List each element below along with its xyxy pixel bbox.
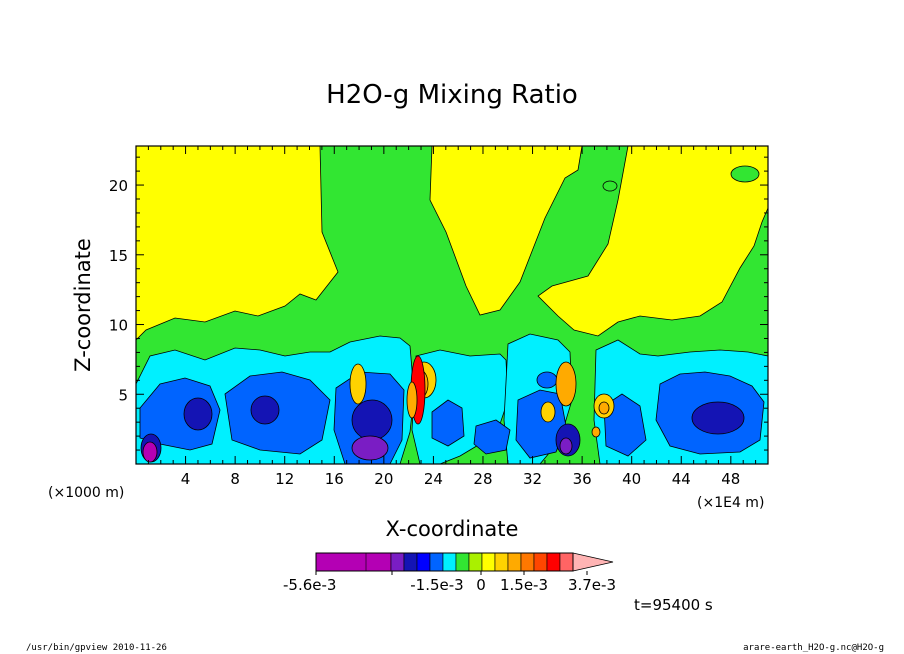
colorbar-swatch bbox=[559, 552, 574, 572]
region-blue-core bbox=[431, 399, 465, 447]
footer-left: /usr/bin/gpview 2010-11-26 bbox=[26, 643, 167, 653]
colorbar-swatch bbox=[340, 552, 367, 572]
x-tick-label: 32 bbox=[523, 470, 542, 488]
field-contours bbox=[135, 145, 769, 465]
colorbar-swatch bbox=[533, 552, 548, 572]
x-tick-label: 40 bbox=[622, 470, 641, 488]
region-darkblue-core bbox=[250, 395, 280, 425]
region-orange-plume bbox=[598, 401, 610, 415]
colorbar-swatch bbox=[455, 552, 470, 572]
region-blue-core bbox=[536, 371, 558, 389]
plot-frame bbox=[135, 145, 769, 465]
time-label: t=95400 s bbox=[634, 596, 713, 614]
plot-area bbox=[135, 145, 769, 465]
footer-right: arare-earth_H2O-g.nc@H2O-g bbox=[743, 643, 884, 653]
colorbar-swatch bbox=[429, 552, 444, 572]
region-green-spot bbox=[730, 165, 760, 183]
colorbar-swatch bbox=[442, 552, 457, 572]
region-orange-plume bbox=[540, 401, 556, 423]
region-darkblue-core bbox=[351, 399, 393, 441]
region-blue-core bbox=[473, 419, 511, 455]
region-darkblue-core bbox=[691, 401, 745, 435]
x-tick-label: 44 bbox=[672, 470, 691, 488]
colorbar-swatch bbox=[520, 552, 535, 572]
colorbar-swatch bbox=[390, 552, 405, 572]
y-axis: 5 10 15 20 bbox=[109, 156, 768, 451]
region-orange-plume bbox=[406, 381, 418, 419]
colorbar-tick-label: 1.5e-3 bbox=[500, 576, 548, 594]
y-tick-label: 20 bbox=[109, 177, 128, 195]
x-tick-label: 48 bbox=[721, 470, 740, 488]
x-tick-label: 28 bbox=[473, 470, 492, 488]
colorbar-swatch bbox=[572, 552, 614, 572]
y-tick-label: 10 bbox=[109, 317, 128, 335]
colorbar-swatch bbox=[494, 552, 509, 572]
colorbar-tick-label: 3.7e-3 bbox=[568, 576, 616, 594]
x-units-left: (×1000 m) bbox=[48, 485, 124, 501]
colorbar-swatch bbox=[481, 552, 496, 572]
colorbar: -5.6e-3 -1.5e-3 0 1.5e-3 3.7e-3 bbox=[283, 552, 616, 594]
region-orange-plume bbox=[555, 361, 577, 407]
region-orange-plume bbox=[349, 363, 367, 405]
region-orange-plume bbox=[591, 426, 601, 438]
region-blue-core bbox=[603, 393, 647, 457]
y-tick-label: 5 bbox=[118, 386, 128, 404]
region-green-spot bbox=[602, 180, 618, 192]
colorbar-swatch bbox=[315, 552, 342, 572]
x-tick-label: 20 bbox=[374, 470, 393, 488]
region-darkblue-core bbox=[183, 397, 213, 431]
colorbar-tick-label: -1.5e-3 bbox=[410, 576, 463, 594]
x-tick-label: 8 bbox=[230, 470, 240, 488]
region-magenta-core bbox=[142, 441, 158, 463]
chart-title: H2O-g Mixing Ratio bbox=[326, 80, 578, 110]
colorbar-swatch bbox=[403, 552, 418, 572]
x-tick-label: 12 bbox=[275, 470, 294, 488]
x-tick-label: 16 bbox=[325, 470, 344, 488]
colorbar-swatch bbox=[507, 552, 522, 572]
colorbar-tick-label: 0 bbox=[476, 576, 486, 594]
x-axis-label: X-coordinate bbox=[386, 517, 519, 541]
colorbar-swatch bbox=[365, 552, 392, 572]
x-axis: 4 8 12 16 20 24 28 32 36 40 44 48 bbox=[147, 146, 757, 488]
x-tick-label: 4 bbox=[181, 470, 191, 488]
colorbar-frame bbox=[315, 552, 574, 572]
x-tick-label: 36 bbox=[573, 470, 592, 488]
x-units-right: (×1E4 m) bbox=[697, 495, 764, 511]
y-axis-label: Z-coordinate bbox=[71, 238, 95, 372]
colorbar-swatch bbox=[546, 552, 561, 572]
y-tick-label: 15 bbox=[109, 247, 128, 265]
region-purple-core bbox=[559, 437, 573, 455]
colorbar-tick-label: -5.6e-3 bbox=[283, 576, 336, 594]
x-tick-label: 24 bbox=[424, 470, 443, 488]
colorbar-swatch bbox=[416, 552, 431, 572]
colorbar-swatch bbox=[468, 552, 483, 572]
region-purple-core bbox=[351, 435, 389, 461]
